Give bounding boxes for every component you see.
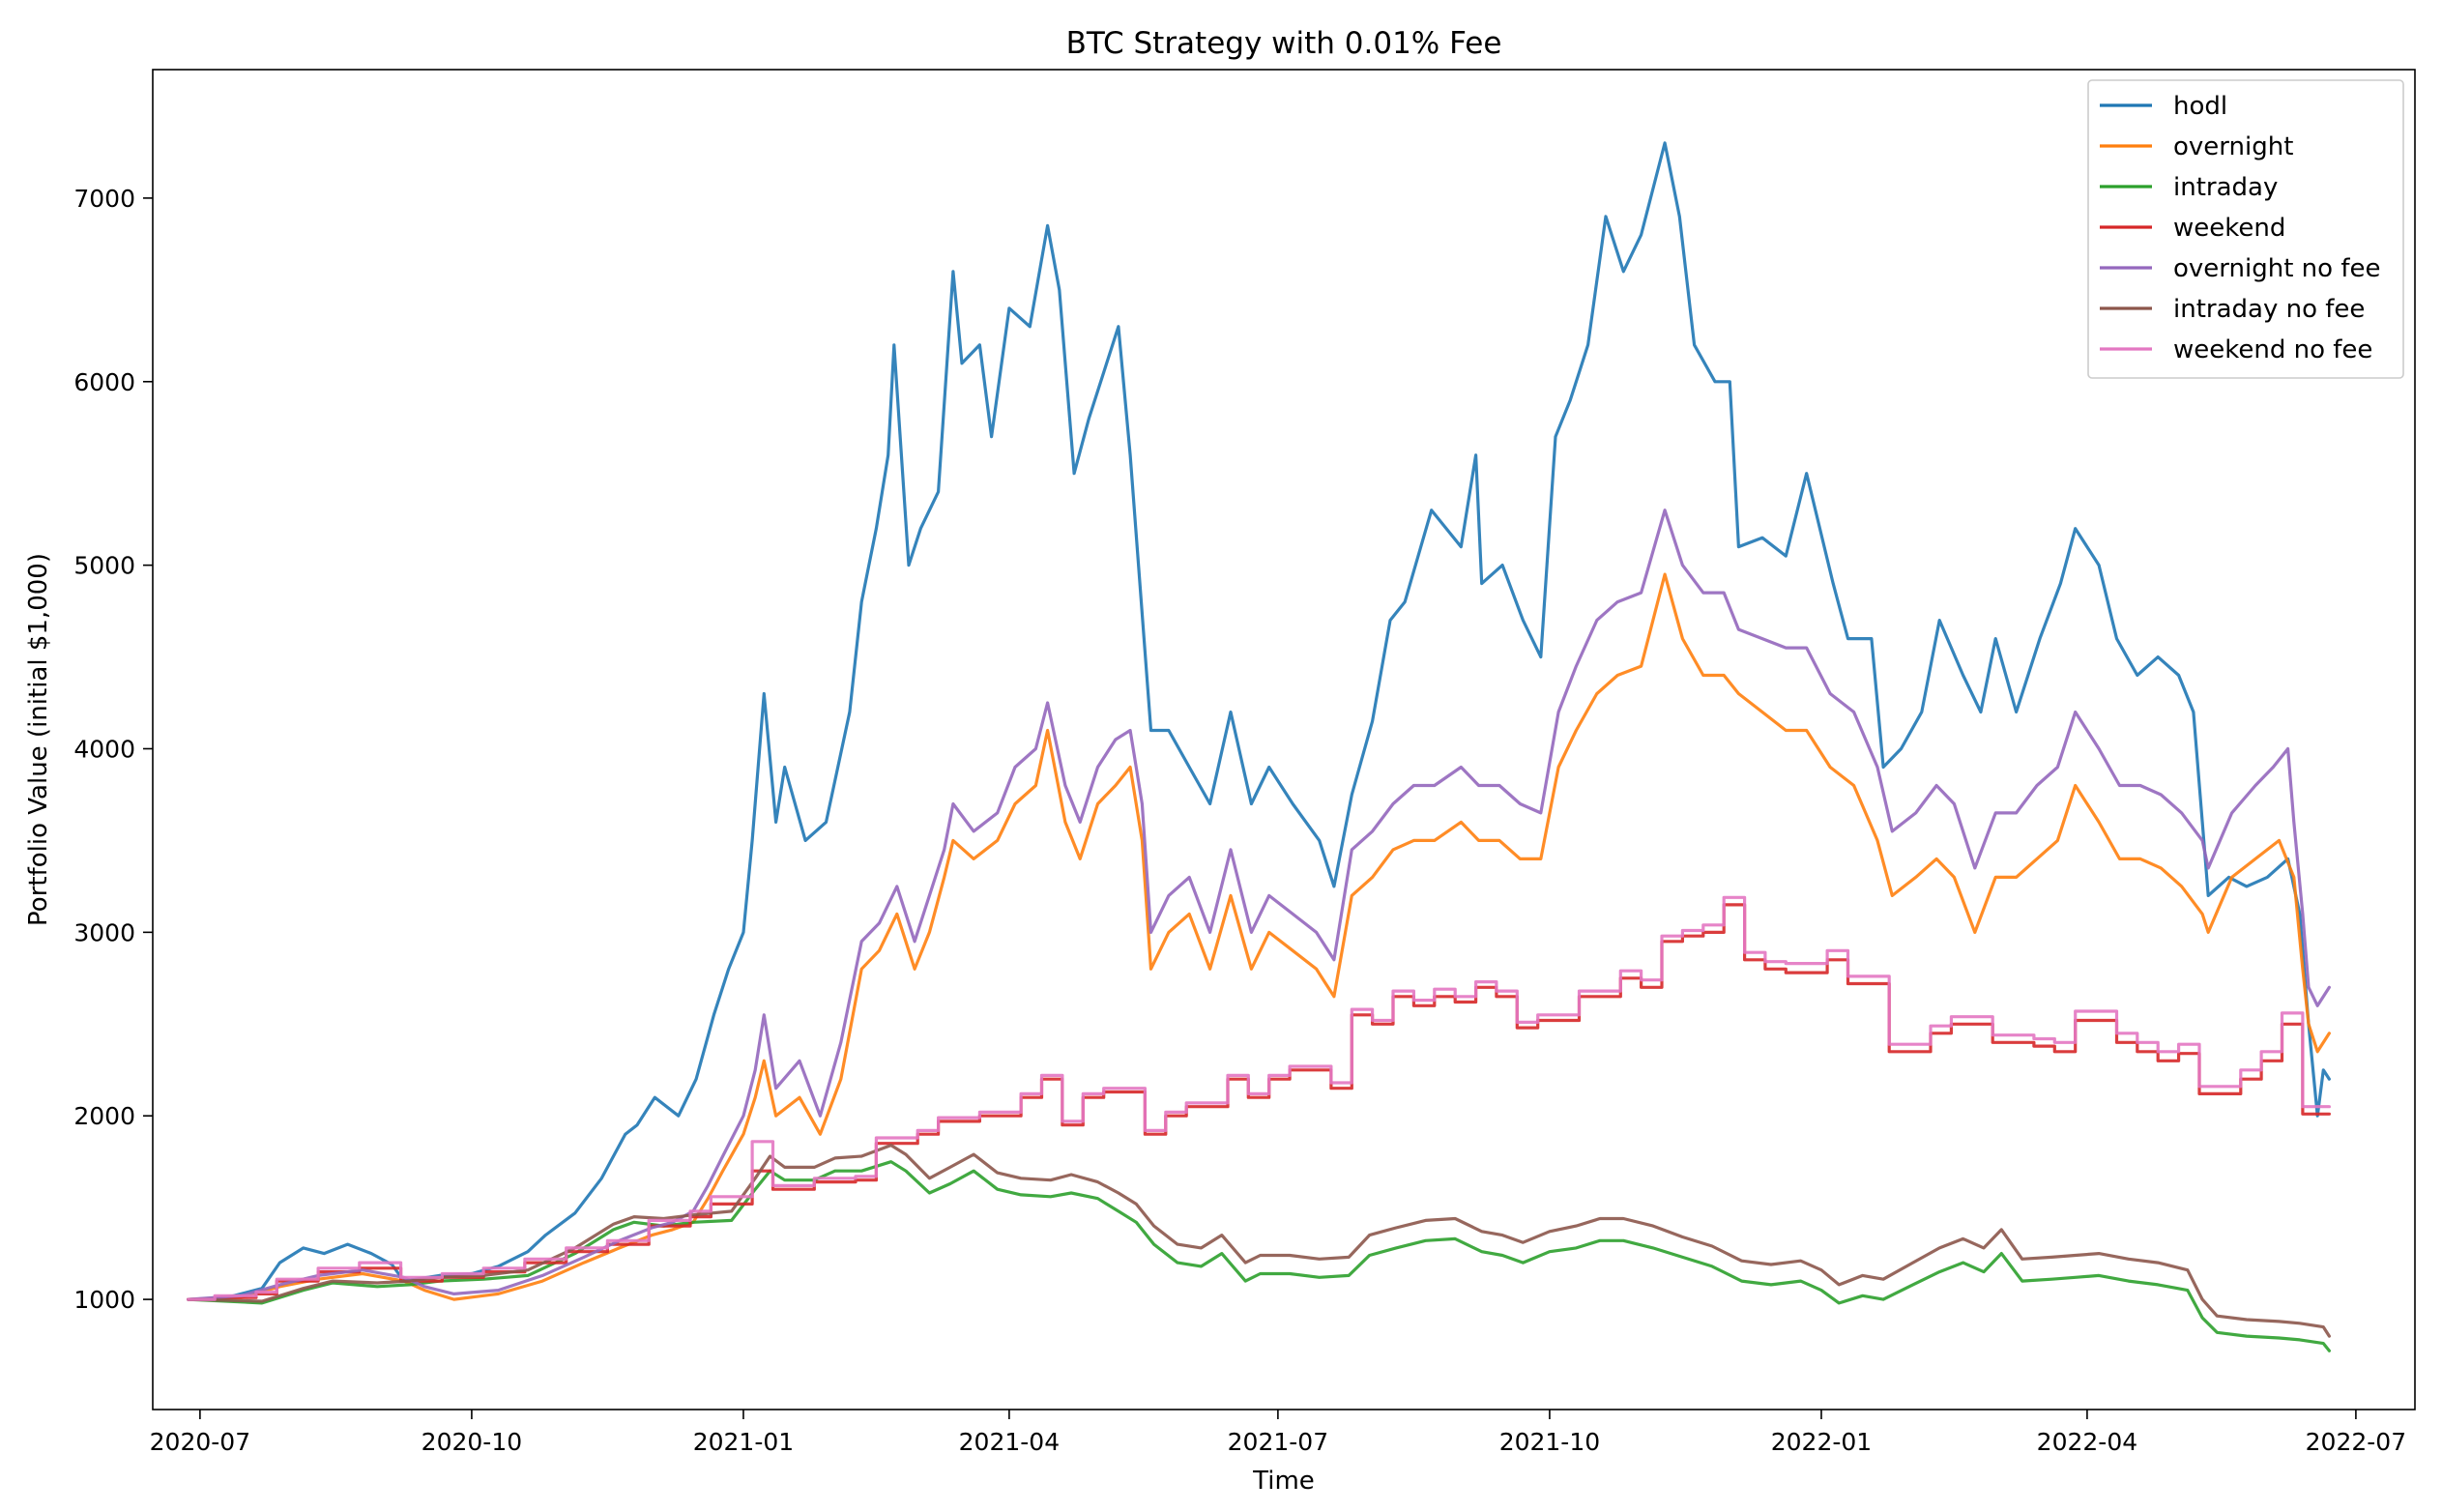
x-tick-label: 2020-10 — [422, 1428, 522, 1456]
y-tick-label: 4000 — [73, 735, 135, 763]
legend-entry-overnight-no-fee: overnight no fee — [2173, 254, 2380, 283]
legend-frame — [2087, 79, 2404, 379]
x-tick-label: 2020-07 — [150, 1428, 250, 1456]
x-tick-label: 2021-01 — [693, 1428, 794, 1456]
series-line-weekend-no-fee — [187, 895, 2331, 1301]
legend-entry-weekend-no-fee: weekend no fee — [2173, 335, 2372, 364]
x-tick-label: 2022-01 — [1771, 1428, 1872, 1456]
legend-entry-hodl: hodl — [2173, 92, 2227, 121]
legend-entry-intraday: intraday — [2173, 173, 2278, 202]
x-axis-label: Time — [1252, 1467, 1315, 1496]
legend: hodl overnight intraday weekend overnight no… — [2087, 79, 2404, 379]
plot-frame — [152, 69, 2416, 1410]
y-axis: 1000 2000 3000 4000 5000 6000 7000 — [73, 185, 153, 1314]
series-line-hodl — [187, 141, 2331, 1301]
series-line-overnight — [187, 572, 2331, 1301]
legend-entry-weekend: weekend — [2173, 214, 2285, 243]
y-tick-label: 3000 — [73, 918, 135, 946]
x-tick-label: 2022-04 — [2037, 1428, 2137, 1456]
series-layer — [187, 141, 2331, 1352]
x-tick-label: 2021-07 — [1228, 1428, 1328, 1456]
series-line-intraday — [187, 1160, 2331, 1352]
y-tick-label: 7000 — [73, 185, 135, 213]
plot-area — [153, 70, 2415, 1410]
y-axis-label: Portfolio Value (initial $1,000) — [24, 553, 53, 926]
y-tick-label: 2000 — [73, 1102, 135, 1130]
chart-title: BTC Strategy with 0.01% Fee — [1066, 26, 1502, 61]
y-tick-label: 1000 — [73, 1286, 135, 1314]
x-tick-label: 2022-07 — [2306, 1428, 2406, 1456]
y-tick-label: 5000 — [73, 552, 135, 580]
series-line-overnight-no-fee — [187, 509, 2331, 1301]
x-tick-label: 2021-04 — [959, 1428, 1060, 1456]
legend-entry-overnight: overnight — [2173, 132, 2293, 161]
x-axis: 2020-07 2020-10 2021-01 2021-04 2021-07 2021-… — [150, 1410, 2406, 1456]
y-tick-label: 6000 — [73, 368, 135, 396]
legend-entry-intraday-no-fee: intraday no fee — [2173, 295, 2365, 324]
x-tick-label: 2021-10 — [1499, 1428, 1600, 1456]
series-line-intraday-no-fee — [187, 1144, 2331, 1338]
